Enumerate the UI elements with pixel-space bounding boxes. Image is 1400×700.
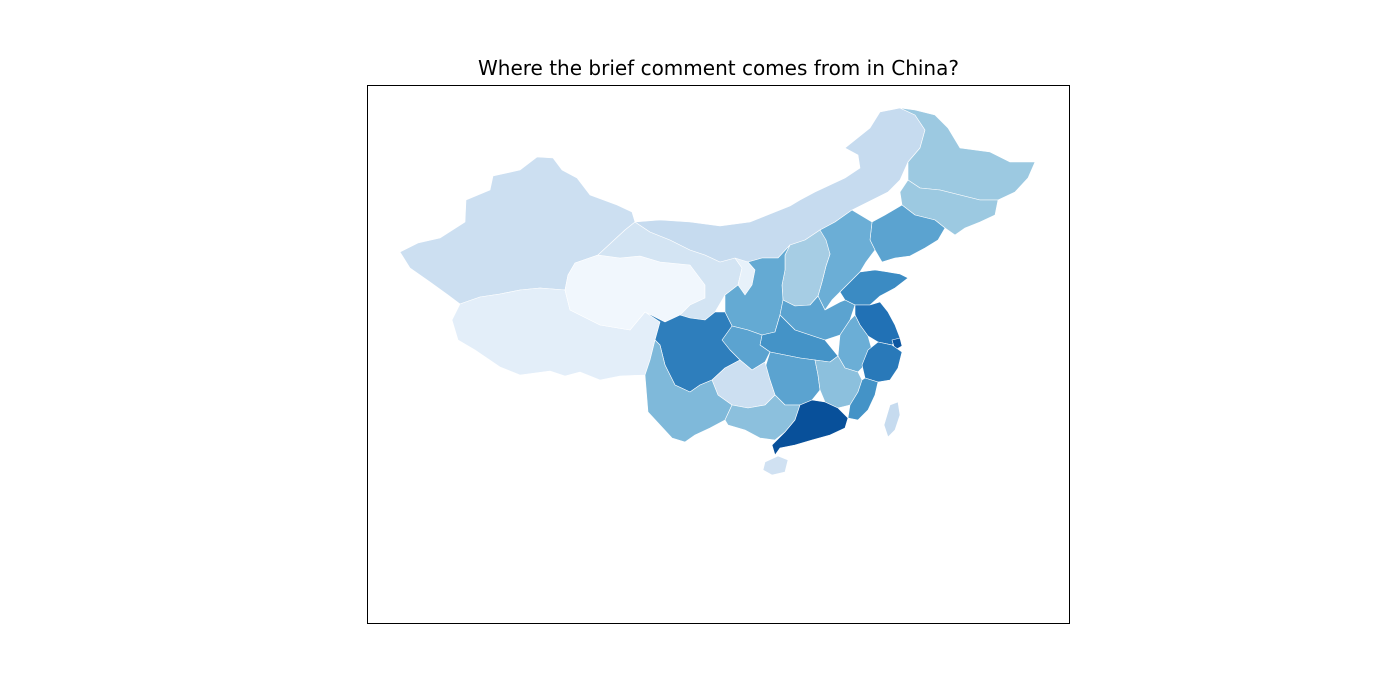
region-liaoning (869, 204, 946, 263)
region-yunnan (644, 339, 733, 443)
region-heilongjiang (899, 107, 1036, 201)
region-fujian (847, 377, 879, 421)
region-taiwan (883, 401, 901, 438)
region-guangdong (771, 399, 849, 456)
map-title: Where the brief comment comes from in Ch… (478, 56, 959, 80)
region-zhejiang (861, 341, 903, 383)
region-hainan (762, 455, 789, 476)
